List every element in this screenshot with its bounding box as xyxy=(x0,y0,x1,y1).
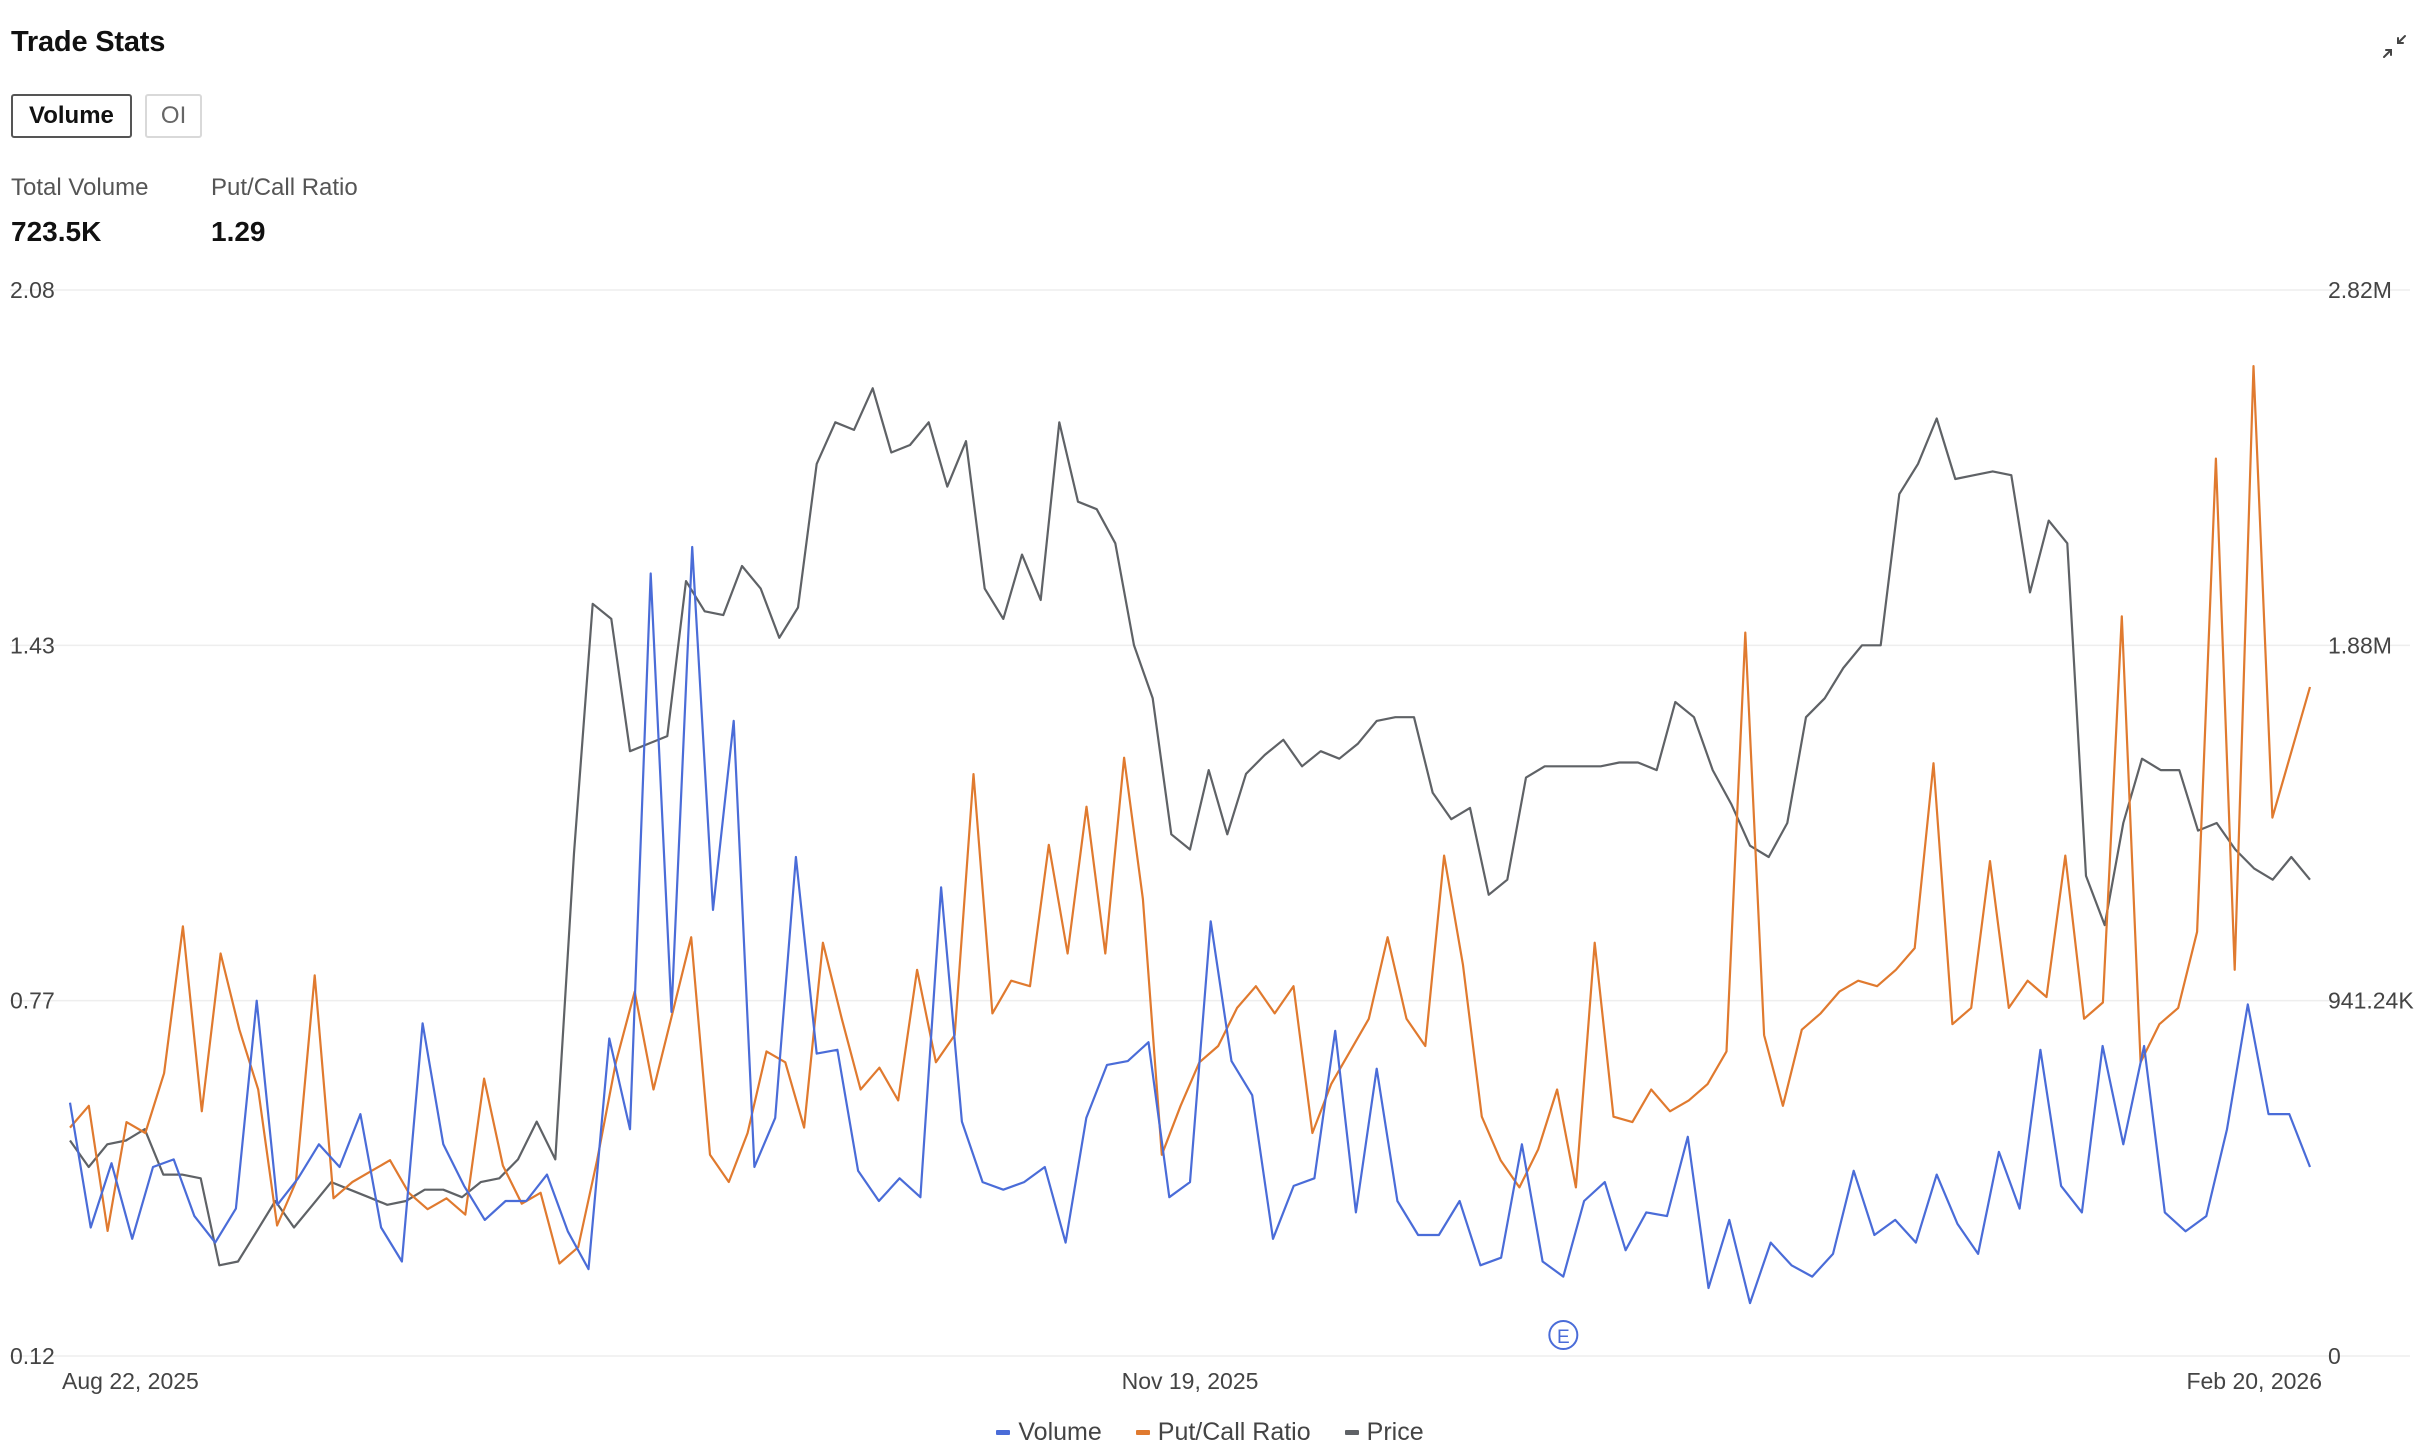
left-axis-tick-label: 1.43 xyxy=(10,632,55,658)
right-axis-tick-label: 941.24K xyxy=(2328,988,2414,1014)
x-axis-tick-label: Feb 20, 2026 xyxy=(2186,1368,2322,1394)
legend-swatch-volume xyxy=(996,1430,1011,1435)
legend-label-price: Price xyxy=(1366,1418,1424,1446)
earnings-event-label: E xyxy=(1557,1327,1570,1348)
left-axis-tick-label: 0.77 xyxy=(10,988,55,1014)
right-axis-tick-label: 0 xyxy=(2328,1343,2341,1369)
put-call-ratio-label: Put/Call Ratio xyxy=(211,174,358,201)
legend-item-put-call-ratio[interactable]: Put/Call Ratio xyxy=(1135,1418,1311,1447)
collapse-icon[interactable] xyxy=(2378,30,2410,62)
left-axis-tick-label: 2.08 xyxy=(10,277,55,303)
total-volume-value: 723.5K xyxy=(11,216,102,247)
trade-stats-chart: 2.08 2.82M 1.43 1.88M 0.77 941.24K 0.12 0 Aug 22… xyxy=(10,277,2414,1394)
series-line-volume xyxy=(68,545,2312,1305)
total-volume-stat: Total Volume 723.5K xyxy=(11,174,148,248)
earnings-event-icon xyxy=(1548,1320,1579,1350)
legend-label-put-call-ratio: Put/Call Ratio xyxy=(1157,1418,1311,1446)
x-axis-tick-label: Nov 19, 2025 xyxy=(1122,1368,1259,1394)
metric-tabs: Volume OI xyxy=(11,94,203,138)
tab-oi[interactable]: OI xyxy=(144,94,203,138)
right-axis-tick-label: 1.88M xyxy=(2328,632,2392,658)
page-title: Trade Stats xyxy=(11,26,166,58)
right-axis-tick-label: 2.82M xyxy=(2328,277,2392,303)
series-line-price xyxy=(69,387,2311,1267)
x-axis-tick-label: Aug 22, 2025 xyxy=(62,1368,199,1394)
put-call-ratio-stat: Put/Call Ratio 1.29 xyxy=(211,174,358,248)
left-axis-tick-label: 0.12 xyxy=(10,1343,55,1369)
chart-legend: Volume Put/Call Ratio Price xyxy=(0,1418,2420,1447)
legend-item-volume[interactable]: Volume xyxy=(996,1418,1102,1447)
legend-item-price[interactable]: Price xyxy=(1344,1418,1424,1447)
series-line-put-call-ratio xyxy=(69,365,2312,1265)
legend-swatch-put-call-ratio xyxy=(1135,1430,1150,1435)
put-call-ratio-value: 1.29 xyxy=(211,216,266,247)
tab-volume[interactable]: Volume xyxy=(11,94,132,138)
legend-swatch-price xyxy=(1344,1430,1359,1435)
total-volume-label: Total Volume xyxy=(11,174,149,201)
legend-label-volume: Volume xyxy=(1018,1418,1102,1446)
